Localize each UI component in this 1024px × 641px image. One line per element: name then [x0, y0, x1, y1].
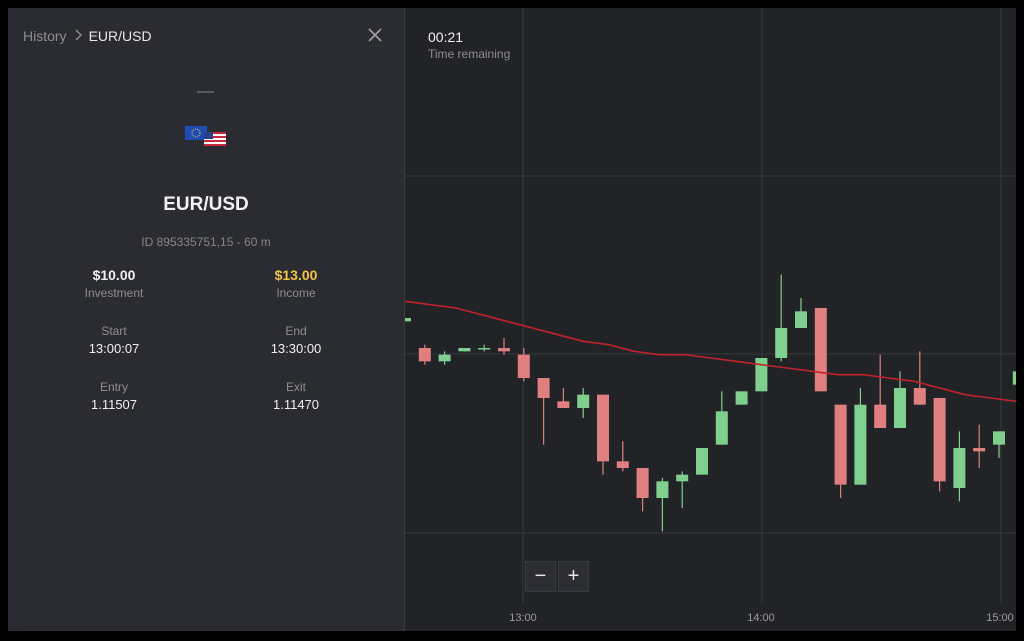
candle-body	[854, 404, 867, 485]
candle-body	[696, 448, 708, 475]
candle-body	[1012, 371, 1016, 385]
candle-body	[933, 398, 946, 482]
entry-value: 1.11507	[90, 397, 138, 412]
breadcrumb-current: EUR/USD	[88, 28, 152, 44]
candle-body	[438, 354, 451, 362]
timer-label: Time remaining	[428, 47, 511, 61]
entry-block: Entry 1.11507	[34, 380, 194, 412]
candle-body	[973, 448, 986, 452]
exit-block: Exit 1.11470	[216, 380, 376, 412]
candle-body	[597, 394, 609, 462]
candle-body	[814, 308, 827, 392]
price-chart[interactable]	[405, 8, 1016, 631]
investment-label: Investment	[84, 286, 144, 300]
trade-id: ID 895335751,15 - 60 m	[141, 235, 271, 249]
eur-usd-flags-icon	[185, 126, 227, 148]
candle-body	[795, 311, 807, 328]
end-label: End	[285, 324, 307, 338]
exit-label: Exit	[285, 380, 306, 394]
candle-body	[458, 348, 471, 352]
close-icon[interactable]	[366, 26, 384, 44]
candle-body	[405, 318, 411, 322]
moving-average-line	[405, 300, 1016, 403]
income-block: $13.00 Income	[216, 267, 376, 300]
start-value: 13:00:07	[88, 341, 140, 356]
zoom-in-button[interactable]: +	[558, 561, 589, 592]
asset-name: EUR/USD	[163, 194, 249, 215]
candle-body	[894, 388, 906, 428]
app-window: History EUR/USD EUR/USD ID 895335751,15	[8, 8, 1016, 631]
candle-body	[676, 474, 689, 482]
income-value: $13.00	[274, 267, 318, 283]
chevron-right-icon	[75, 28, 83, 44]
history-panel: History EUR/USD EUR/USD ID 895335751,15	[8, 8, 405, 631]
exit-value: 1.11470	[272, 397, 320, 412]
zoom-controls: − +	[525, 561, 589, 592]
start-label: Start	[101, 324, 127, 338]
zoom-out-button[interactable]: −	[525, 561, 556, 592]
investment-block: $10.00 Investment	[34, 267, 194, 300]
end-block: End 13:30:00	[216, 324, 376, 356]
breadcrumb: History EUR/USD	[23, 28, 152, 44]
candle-body	[775, 328, 788, 358]
candle-body	[993, 431, 1005, 445]
candle-body	[735, 391, 748, 405]
candle-body	[755, 358, 768, 392]
candle-body	[636, 468, 649, 498]
candle-body	[478, 348, 491, 350]
candle-body	[874, 404, 887, 428]
candle-body	[913, 388, 926, 405]
investment-value: $10.00	[92, 267, 136, 283]
candle-body	[537, 378, 550, 398]
end-value: 13:30:00	[270, 341, 322, 356]
candle-body	[577, 394, 590, 408]
candle-body	[953, 448, 966, 488]
candle-body	[616, 461, 629, 468]
candle-body	[715, 411, 728, 445]
candle-body	[557, 401, 570, 408]
x-tick-label: 15:00	[986, 612, 1014, 624]
candle-body	[834, 404, 847, 485]
countdown-timer: 00:21 Time remaining	[428, 29, 510, 61]
candle-body	[418, 348, 431, 362]
income-label: Income	[276, 286, 316, 300]
x-tick-label: 14:00	[747, 612, 775, 624]
candle-body	[656, 481, 669, 498]
candle-body	[498, 348, 510, 352]
start-block: Start 13:00:07	[34, 324, 194, 356]
drag-handle[interactable]	[197, 91, 214, 93]
breadcrumb-history-link[interactable]: History	[23, 28, 67, 44]
entry-label: Entry	[99, 380, 128, 394]
x-tick-label: 13:00	[509, 612, 537, 624]
timer-value: 00:21	[428, 29, 464, 45]
candle-body	[517, 354, 530, 378]
